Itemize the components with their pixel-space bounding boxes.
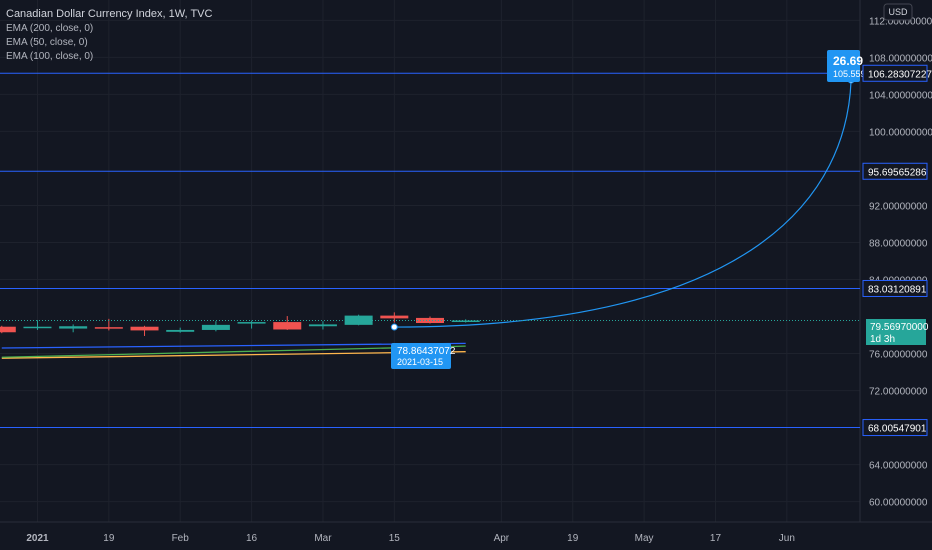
time-axis-label: Jun	[779, 533, 795, 544]
ema-line	[1, 342, 466, 349]
level-price-label: 68.00547901	[868, 424, 927, 435]
level-price-box	[862, 419, 928, 437]
price-tick-label: 104.00000000	[869, 90, 932, 101]
level-price-box	[862, 64, 928, 82]
start-annotation: 78.86437072 2021-03-15	[391, 343, 456, 369]
indicator-ema200-label[interactable]: EMA (200, close, 0)	[6, 23, 93, 34]
level-price-box	[862, 162, 928, 180]
candle-body	[166, 329, 195, 332]
current-price-marker: 79.56970000 1d 3h	[0, 319, 929, 345]
time-axis-labels: 2021 19 Feb 16 Mar 15 Apr 19 May 17 Jun	[26, 533, 795, 544]
price-tick-label: 72.00000000	[869, 387, 928, 398]
candle-body	[0, 326, 16, 333]
price-tick-label: 108.00000000	[869, 53, 932, 64]
price-tick-label: 92.00000000	[869, 201, 928, 212]
level-price-box	[862, 279, 928, 297]
end-annotation-label: 26.69	[833, 54, 863, 68]
level-price-label: 95.69565286	[868, 167, 927, 178]
end-annotation: 26.69 105.559	[827, 50, 866, 82]
candle-body	[94, 327, 123, 329]
currency-button[interactable]: USD	[883, 3, 913, 21]
candle-body	[201, 324, 230, 330]
horizontal-levels[interactable]	[0, 72, 860, 429]
chart-legend: Canadian Dollar Currency Index, 1W, TVC …	[6, 8, 212, 62]
candle-body	[273, 322, 302, 330]
ema-line	[1, 345, 466, 358]
candle-body	[451, 320, 480, 323]
start-annotation-date: 2021-03-15	[397, 357, 443, 367]
price-tick-label: 100.00000000	[869, 127, 932, 138]
time-axis-label: 17	[710, 533, 722, 544]
price-axis-ticks: 112.00000000 108.00000000 104.00000000 100.…	[869, 16, 932, 508]
ema-line	[1, 351, 466, 359]
vertical-grid	[36, 0, 788, 522]
currency-button-frame[interactable]	[883, 3, 913, 21]
time-axis-label: 19	[103, 533, 115, 544]
price-axis-line-labels: 106.28307227 95.69565286 83.03120891 68.005…	[862, 64, 932, 437]
horizontal-grid	[0, 19, 860, 503]
indicator-ema50-label[interactable]: EMA (50, close, 0)	[6, 37, 88, 48]
candle-body	[130, 326, 159, 331]
candle-body	[23, 326, 52, 329]
price-tick-label: 76.00000000	[869, 350, 928, 361]
current-price-label-box	[866, 319, 926, 345]
chart-title[interactable]: Canadian Dollar Currency Index, 1W, TVC	[6, 8, 212, 20]
price-tick-label: 60.00000000	[869, 498, 928, 509]
current-price-label: 79.56970000	[870, 322, 929, 333]
price-tick-label: 112.00000000	[869, 16, 932, 27]
countdown-label: 1d 3h	[870, 334, 895, 345]
level-price-label: 106.28307227	[868, 69, 932, 80]
time-axis-label: 2021	[26, 533, 49, 544]
currency-button-label[interactable]: USD	[888, 7, 908, 17]
time-axis-label: 16	[246, 533, 258, 544]
projection-path[interactable]	[394, 79, 852, 328]
ema-lines	[1, 342, 466, 359]
price-tick-label: 88.00000000	[869, 238, 928, 249]
candle-body	[237, 322, 266, 324]
time-axis-label: 15	[389, 533, 401, 544]
candle-body	[380, 315, 409, 319]
time-axis-label: Feb	[172, 533, 190, 544]
end-annotation-value: 105.559	[833, 69, 866, 79]
candle-body	[344, 315, 373, 325]
candle-body	[59, 326, 88, 329]
time-axis-label: May	[635, 533, 654, 544]
projection-start-point[interactable]	[390, 323, 398, 331]
indicator-ema100-label[interactable]: EMA (100, close, 0)	[6, 51, 93, 62]
time-axis-label: Mar	[314, 533, 332, 544]
price-tick-label: 64.00000000	[869, 461, 928, 472]
time-axis-label: Apr	[494, 533, 510, 544]
candle-body	[308, 324, 337, 327]
end-annotation-box	[827, 50, 860, 82]
time-axis-label: 19	[567, 533, 579, 544]
start-annotation-box	[391, 343, 451, 369]
level-price-label: 83.03120891	[868, 284, 927, 295]
start-annotation-value: 78.86437072	[397, 346, 456, 357]
